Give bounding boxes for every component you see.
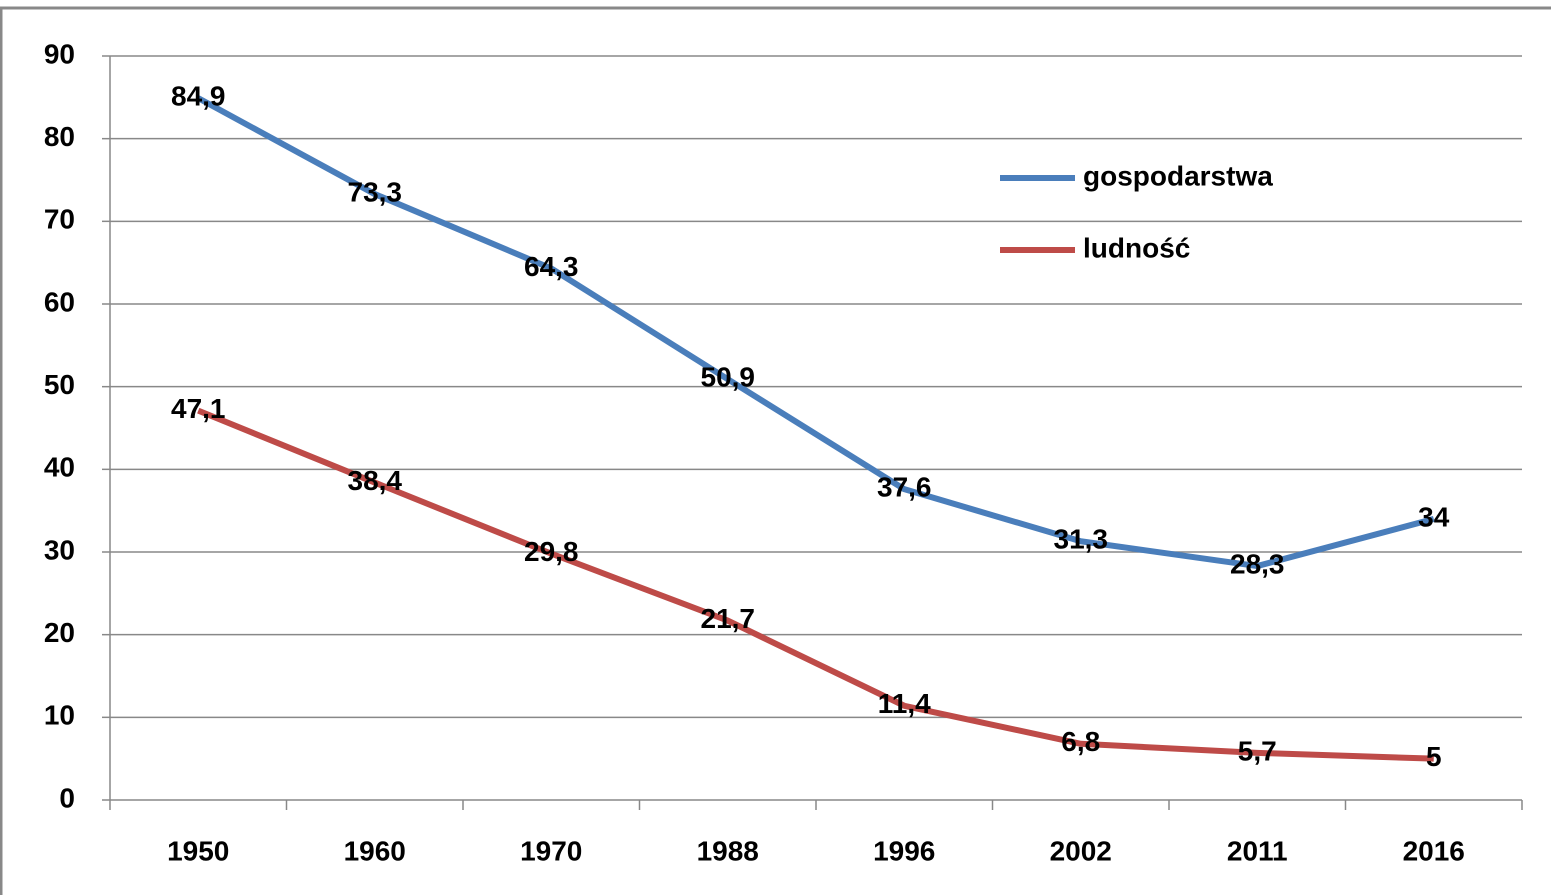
legend-label: ludność: [1083, 232, 1190, 263]
y-tick-label: 80: [44, 121, 75, 152]
data-label: 21,7: [701, 603, 756, 634]
data-label: 38,4: [348, 465, 403, 496]
y-tick-label: 10: [44, 700, 75, 731]
y-tick-label: 0: [59, 782, 75, 813]
x-tick-label: 1960: [344, 835, 406, 866]
x-tick-label: 2011: [1227, 835, 1288, 866]
y-tick-label: 30: [44, 534, 75, 565]
y-tick-label: 50: [44, 369, 75, 400]
x-tick-label: 2016: [1403, 835, 1465, 866]
data-label: 84,9: [171, 81, 226, 112]
data-label: 29,8: [524, 536, 579, 567]
data-label: 11,4: [878, 688, 931, 719]
data-line: [197, 407, 1434, 762]
data-label: 31,3: [1054, 524, 1109, 555]
data-label: 64,3: [524, 251, 579, 282]
x-tick-label: 1950: [167, 835, 229, 866]
y-tick-label: 70: [44, 204, 75, 235]
data-label: 6,8: [1061, 726, 1100, 757]
data-label: 5: [1426, 741, 1442, 772]
y-tick-label: 60: [44, 286, 75, 317]
legend-label: gospodarstwa: [1083, 160, 1273, 191]
data-label: 28,3: [1230, 548, 1285, 579]
y-tick-label: 40: [44, 452, 75, 483]
y-tick-label: 90: [44, 38, 75, 69]
data-label: 50,9: [701, 362, 756, 393]
data-label: 37,6: [877, 472, 932, 503]
data-line: [196, 95, 1435, 570]
x-tick-label: 2002: [1050, 835, 1112, 866]
data-label: 34: [1418, 501, 1450, 532]
data-label: 73,3: [348, 176, 403, 207]
x-tick-label: 1970: [520, 835, 582, 866]
chart-frame: [0, 6, 1551, 895]
data-label: 5,7: [1238, 735, 1277, 766]
y-tick-label: 20: [44, 617, 75, 648]
x-tick-label: 1988: [697, 835, 759, 866]
x-tick-label: 1996: [873, 835, 935, 866]
data-label: 47,1: [171, 393, 226, 424]
